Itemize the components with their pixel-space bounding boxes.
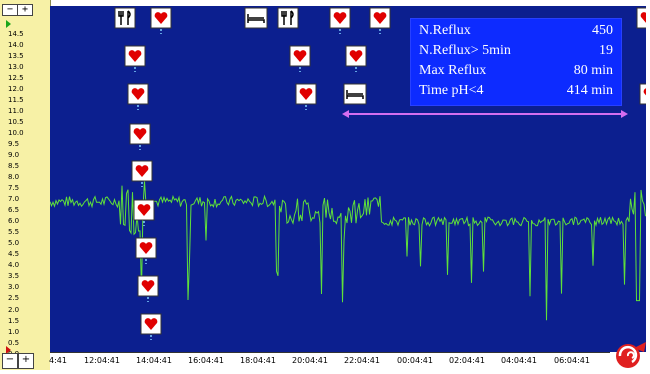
legend-row: Time pH<4 414 min <box>419 83 613 101</box>
upper-threshold-marker-icon[interactable] <box>6 20 11 28</box>
legend-label: Max Reflux <box>419 63 487 78</box>
x-tick-label: 20:04:41 <box>292 356 328 365</box>
heart-marker-box <box>639 83 646 105</box>
heart-icon <box>137 204 151 216</box>
y-tick-label: 2.5 <box>8 294 20 303</box>
y-tick-label: 11.0 <box>8 107 24 116</box>
x-tick-label: 02:04:41 <box>449 356 485 365</box>
y-tick-label: 11.5 <box>8 96 24 105</box>
x-axis: 4:41 12:04:41 14:04:41 16:04:41 18:04:41 20:0… <box>49 352 610 371</box>
y-tick-label: 13.0 <box>8 63 24 72</box>
y-tick-label: 1.0 <box>8 327 20 336</box>
y-tick-label: 9.0 <box>8 151 20 160</box>
y-tick-label: 3.0 <box>8 283 20 292</box>
y-tick-label: 6.5 <box>8 206 20 215</box>
heart-icon <box>333 12 347 24</box>
y-tick-label: 5.0 <box>8 239 20 248</box>
top-bar <box>0 0 650 6</box>
scroll-right-button[interactable]: + <box>18 353 34 369</box>
x-tick-label: 4:41 <box>49 356 67 365</box>
y-tick-label: 7.0 <box>8 195 20 204</box>
legend-value: 414 min <box>566 83 613 98</box>
y-tick-label: 8.5 <box>8 162 20 171</box>
y-tick-label: 10.5 <box>8 118 24 127</box>
zoom-in-y-button[interactable]: + <box>17 4 33 16</box>
heart-icon <box>293 50 307 62</box>
meal-icon <box>118 10 131 25</box>
y-tick-label: 12.5 <box>8 74 24 83</box>
legend-label: N.Reflux> 5min <box>419 43 511 58</box>
y-tick-label: 8.0 <box>8 173 20 182</box>
heart-icon <box>640 12 646 23</box>
y-tick-label: 6.0 <box>8 217 20 226</box>
y-tick-label: 5.5 <box>8 228 20 237</box>
event-range-start-arrow-icon <box>342 110 349 118</box>
y-tick-label: 12.0 <box>8 85 24 94</box>
y-axis: − + 14.5 14.0 13.5 13.0 12.5 12.0 11.5 11.0 10.5… <box>0 0 51 370</box>
heart-icon <box>349 50 363 62</box>
y-tick-label: 4.5 <box>8 250 20 259</box>
meal-marker-box <box>114 7 136 29</box>
heart-icon <box>643 88 646 96</box>
meal-marker-box <box>277 7 299 29</box>
y-tick-label: 1.5 <box>8 316 20 325</box>
x-tick-label: 04:04:41 <box>501 356 537 365</box>
bed-icon <box>247 14 265 23</box>
legend-value: 450 <box>592 23 613 38</box>
heart-icon <box>154 12 168 24</box>
x-tick-label: 12:04:41 <box>84 356 120 365</box>
y-tick-label: 10.0 <box>8 129 24 138</box>
heart-icon <box>133 128 147 140</box>
legend-row: Max Reflux 80 min <box>419 63 613 81</box>
heart-icon <box>144 318 158 330</box>
heart-icon <box>131 88 145 100</box>
x-tick-label: 00:04:41 <box>397 356 433 365</box>
legend-value: 80 min <box>573 63 613 78</box>
meal-icon <box>281 10 294 25</box>
heart-icon <box>135 165 149 177</box>
x-tick-label: 22:04:41 <box>344 356 380 365</box>
scroll-left-button[interactable]: − <box>2 353 18 369</box>
heart-icon <box>373 12 387 24</box>
heart-icon <box>128 50 142 62</box>
red-arrow-logo <box>610 338 650 370</box>
x-tick-label: 14:04:41 <box>136 356 172 365</box>
legend-value: 19 <box>599 43 613 58</box>
x-tick-label: 16:04:41 <box>188 356 224 365</box>
y-tick-label: 2.0 <box>8 305 20 314</box>
reflux-summary-box: N.Reflux 450 N.Reflux> 5min 19 Max Reflu… <box>410 18 622 106</box>
y-tick-label: 9.5 <box>8 140 20 149</box>
y-tick-label: 14.5 <box>8 30 24 38</box>
y-tick-label: 4.0 <box>8 261 20 270</box>
heart-icon <box>299 88 313 100</box>
x-tick-label: 18:04:41 <box>240 356 276 365</box>
heart-icon <box>141 280 155 292</box>
bed-icon <box>346 90 364 99</box>
heart-icon <box>139 242 153 254</box>
y-tick-label: 0.5 <box>8 338 20 347</box>
heart-marker-box <box>636 7 646 29</box>
legend-row: N.Reflux> 5min 19 <box>419 43 613 61</box>
lower-threshold-marker-icon[interactable] <box>6 346 11 354</box>
legend-label: N.Reflux <box>419 23 471 38</box>
y-tick-label: 14.0 <box>8 41 24 50</box>
legend-label: Time pH<4 <box>419 83 484 98</box>
y-tick-label: 3.5 <box>8 272 20 281</box>
y-tick-label: 7.5 <box>8 184 20 193</box>
zoom-out-y-button[interactable]: − <box>2 4 18 16</box>
legend-row: N.Reflux 450 <box>419 23 613 41</box>
y-tick-label: 13.5 <box>8 52 24 61</box>
event-range-end-arrow-icon <box>621 110 628 118</box>
ph-trace-svg <box>50 7 646 340</box>
x-tick-label: 06:04:41 <box>554 356 590 365</box>
